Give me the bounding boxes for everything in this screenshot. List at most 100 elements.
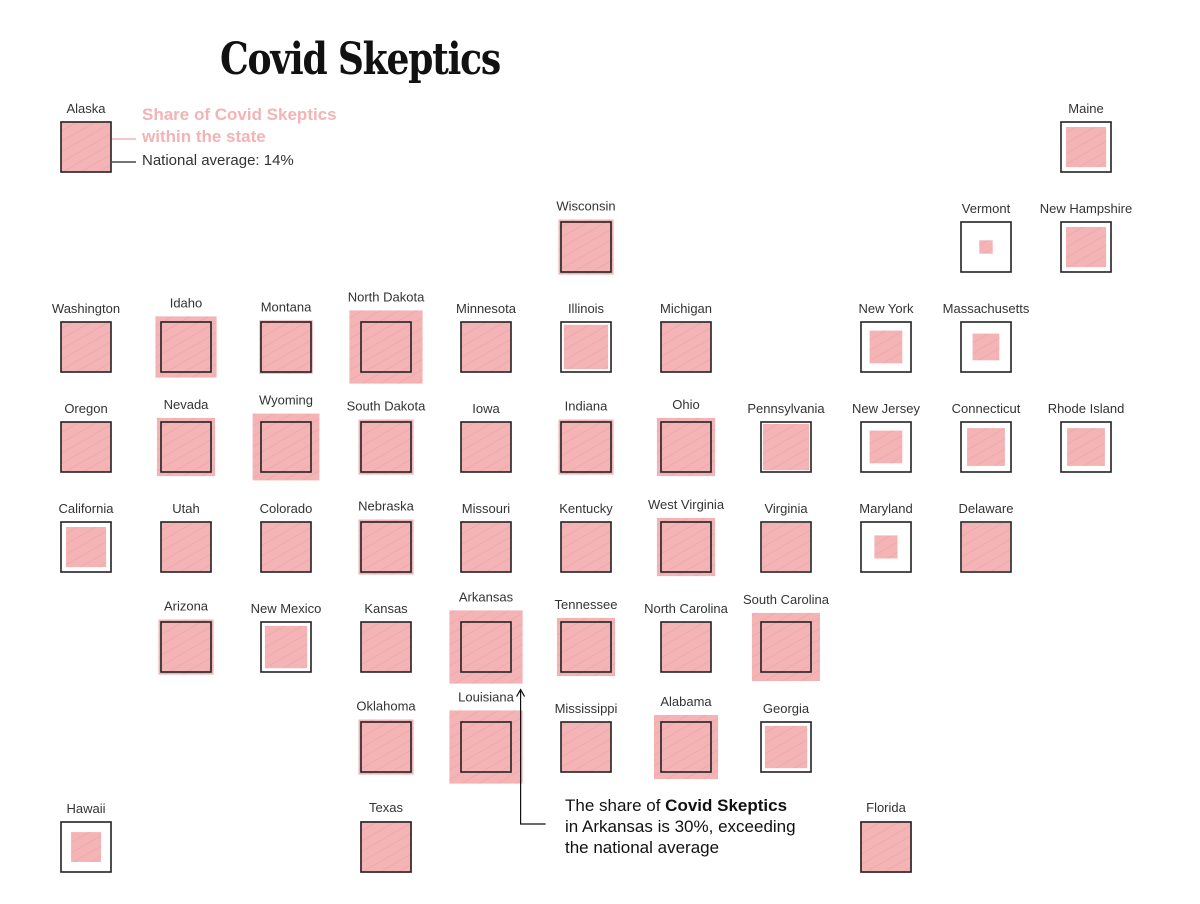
state-label-colorado: Colorado <box>260 501 313 516</box>
legend-national-average: National average: 14% <box>142 152 294 169</box>
average-outline-new-mexico <box>260 621 312 673</box>
state-label-idaho: Idaho <box>170 295 203 310</box>
state-label-minnesota: Minnesota <box>456 301 517 316</box>
average-outline-oregon <box>60 421 112 473</box>
state-label-tennessee: Tennessee <box>555 597 618 612</box>
average-outline-hawaii <box>60 821 112 873</box>
state-florida: Florida <box>860 800 912 873</box>
legend-share-line2: within the state <box>142 127 266 146</box>
state-label-rhode-island: Rhode Island <box>1048 401 1125 416</box>
average-outline-south-carolina <box>760 621 812 673</box>
average-outline-new-jersey <box>860 421 912 473</box>
state-montana: Montana <box>259 299 313 374</box>
state-label-delaware: Delaware <box>959 501 1014 516</box>
share-square-montana <box>259 320 313 374</box>
state-label-utah: Utah <box>172 501 199 516</box>
state-colorado: Colorado <box>260 501 313 573</box>
state-wisconsin: Wisconsin <box>556 199 616 275</box>
share-square-maryland <box>874 535 898 559</box>
state-label-georgia: Georgia <box>763 701 810 716</box>
average-outline-wisconsin <box>560 221 612 273</box>
state-label-hawaii: Hawaii <box>66 801 105 816</box>
state-maryland: Maryland <box>859 501 913 573</box>
state-label-vermont: Vermont <box>962 201 1011 216</box>
state-label-south-dakota: South Dakota <box>347 399 427 414</box>
state-hawaii: Hawaii <box>60 801 112 873</box>
state-missouri: Missouri <box>460 501 512 573</box>
state-nevada: Nevada <box>156 397 216 477</box>
state-label-pennsylvania: Pennsylvania <box>747 401 825 416</box>
share-square-north-carolina <box>661 622 711 672</box>
average-outline-maine <box>1060 121 1112 173</box>
state-label-washington: Washington <box>52 301 120 316</box>
average-outline-kentucky <box>560 521 612 573</box>
average-outline-minnesota <box>460 321 512 373</box>
share-square-rhode-island <box>1067 428 1105 466</box>
state-virginia: Virginia <box>760 501 812 573</box>
state-mississippi: Mississippi <box>555 701 618 773</box>
state-label-california: California <box>59 501 115 516</box>
share-square-wyoming <box>252 413 320 481</box>
share-square-mississippi <box>561 722 611 772</box>
share-square-wisconsin <box>558 219 614 275</box>
state-label-alabama: Alabama <box>660 694 712 709</box>
state-iowa: Iowa <box>460 401 512 473</box>
state-alaska: Alaska <box>60 101 112 173</box>
average-outline-virginia <box>760 521 812 573</box>
share-square-kansas <box>361 622 411 672</box>
annotation-line3: the national average <box>565 838 720 857</box>
state-new-jersey: New Jersey <box>852 401 920 473</box>
share-square-utah <box>161 522 211 572</box>
state-oklahoma: Oklahoma <box>356 699 416 775</box>
state-label-oregon: Oregon <box>64 401 107 416</box>
state-west-virginia: West Virginia <box>648 497 725 577</box>
state-label-nevada: Nevada <box>164 397 210 412</box>
state-south-dakota: South Dakota <box>347 399 427 475</box>
share-square-oregon <box>61 422 111 472</box>
state-label-kansas: Kansas <box>364 601 408 616</box>
average-outline-mississippi <box>560 721 612 773</box>
state-label-massachusetts: Massachusetts <box>943 301 1030 316</box>
average-outline-texas <box>360 821 412 873</box>
annotation-arrow <box>519 689 546 825</box>
annotation-line1: The share of Covid Skeptics <box>565 795 825 816</box>
average-outline-maryland <box>860 521 912 573</box>
state-label-michigan: Michigan <box>660 301 712 316</box>
state-south-carolina: South Carolina <box>743 592 830 681</box>
average-outline-arizona <box>160 621 212 673</box>
average-outline-delaware <box>960 521 1012 573</box>
state-label-new-york: New York <box>859 301 914 316</box>
share-square-kentucky <box>561 522 611 572</box>
share-square-minnesota <box>461 322 511 372</box>
state-wyoming: Wyoming <box>252 393 320 481</box>
state-rhode-island: Rhode Island <box>1048 401 1125 473</box>
average-outline-tennessee <box>560 621 612 673</box>
share-square-new-mexico <box>264 625 308 669</box>
share-square-south-dakota <box>358 419 414 475</box>
state-label-iowa: Iowa <box>472 401 500 416</box>
average-outline-nebraska <box>360 521 412 573</box>
state-label-illinois: Illinois <box>568 301 605 316</box>
share-square-alabama <box>654 715 719 780</box>
share-square-new-york <box>869 330 903 364</box>
arkansas-annotation: The share of Covid Skeptics in Arkansas … <box>565 795 825 858</box>
share-square-delaware <box>961 522 1011 572</box>
state-new-york: New York <box>859 301 914 373</box>
state-label-kentucky: Kentucky <box>559 501 613 516</box>
share-square-tennessee <box>556 617 616 677</box>
share-square-california <box>66 527 107 568</box>
share-square-missouri <box>461 522 511 572</box>
average-outline-alaska <box>60 121 112 173</box>
state-label-mississippi: Mississippi <box>555 701 618 716</box>
average-outline-michigan <box>660 321 712 373</box>
annotation-line2: in Arkansas is 30%, exceeding <box>565 817 796 836</box>
chart-title: Covid Skeptics <box>220 34 501 85</box>
state-label-louisiana: Louisiana <box>458 689 514 704</box>
state-label-arkansas: Arkansas <box>459 589 514 604</box>
share-square-arizona <box>158 619 214 675</box>
state-label-connecticut: Connecticut <box>952 401 1021 416</box>
state-label-missouri: Missouri <box>462 501 511 516</box>
state-massachusetts: Massachusetts <box>943 301 1030 373</box>
state-arizona: Arizona <box>158 599 214 675</box>
